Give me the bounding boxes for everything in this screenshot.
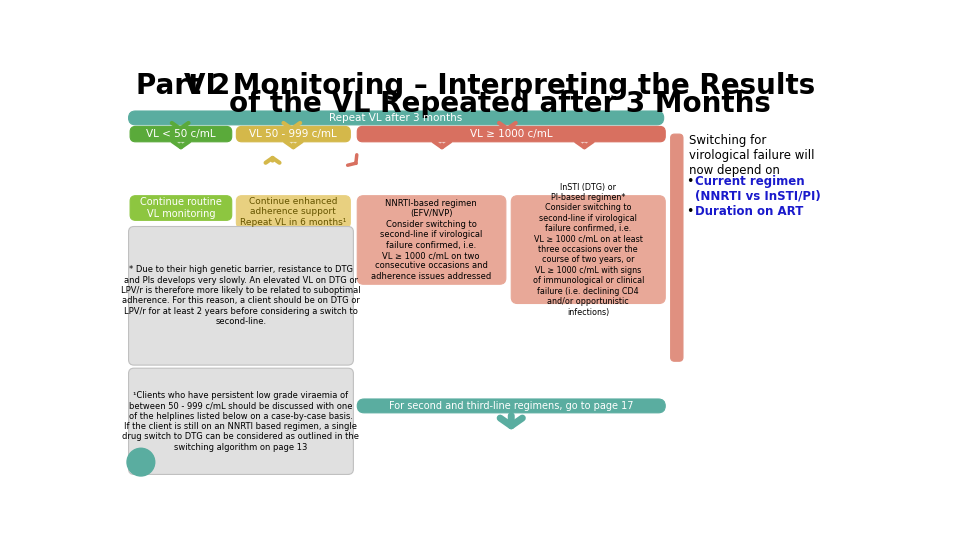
FancyBboxPatch shape [357,195,506,284]
Text: NNRTI-based regimen
(EFV/NVP)
Consider switching to
second-line if virological
f: NNRTI-based regimen (EFV/NVP) Consider s… [372,199,492,281]
FancyBboxPatch shape [357,399,665,413]
Text: VL ≥ 1000 c/mL: VL ≥ 1000 c/mL [470,129,553,139]
Text: Repeat VL after 3 months: Repeat VL after 3 months [329,113,463,123]
FancyBboxPatch shape [236,126,350,142]
Text: VL Monitoring – Interpreting the Results: VL Monitoring – Interpreting the Results [184,72,815,100]
FancyBboxPatch shape [671,134,683,361]
FancyBboxPatch shape [512,195,665,303]
Text: •: • [686,175,693,188]
Text: Duration on ART: Duration on ART [695,205,804,218]
FancyBboxPatch shape [236,195,350,228]
FancyBboxPatch shape [357,126,665,142]
Text: of the VL Repeated after 3 Months: of the VL Repeated after 3 Months [228,90,771,118]
FancyBboxPatch shape [129,368,353,475]
Text: Continue enhanced
adherence support
Repeat VL in 6 months¹: Continue enhanced adherence support Repe… [240,197,347,227]
Text: For second and third-line regimens, go to page 17: For second and third-line regimens, go t… [389,401,634,411]
Text: VL 50 - 999 c/mL: VL 50 - 999 c/mL [250,129,337,139]
Circle shape [127,448,155,476]
FancyBboxPatch shape [129,226,353,365]
FancyBboxPatch shape [131,126,231,142]
Text: •: • [686,205,693,218]
Text: Continue routine
VL monitoring: Continue routine VL monitoring [140,197,222,219]
Text: VL < 50 c/mL: VL < 50 c/mL [146,129,216,139]
Text: Current regimen
(NNRTI vs InSTI/PI): Current regimen (NNRTI vs InSTI/PI) [695,175,821,203]
Text: Part 2: Part 2 [136,72,230,100]
Text: ¹Clients who have persistent low grade viraemia of
between 50 - 999 c/mL should : ¹Clients who have persistent low grade v… [123,391,359,452]
FancyBboxPatch shape [129,111,663,125]
FancyBboxPatch shape [131,195,231,220]
Text: * Due to their high genetic barrier, resistance to DTG
and PIs develops very slo: * Due to their high genetic barrier, res… [121,265,361,326]
Text: Switching for
virological failure will
now depend on: Switching for virological failure will n… [689,134,815,177]
Text: InSTI (DTG) or
PI-based regimen*
Consider switching to
second-line if virologica: InSTI (DTG) or PI-based regimen* Conside… [533,183,644,316]
